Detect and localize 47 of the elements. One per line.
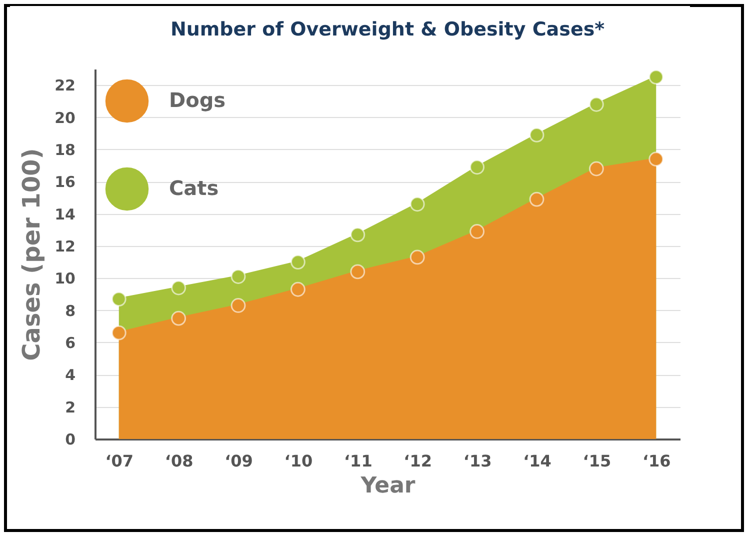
- x-tick-label: ‘15: [582, 452, 612, 470]
- y-tick-label: 16: [54, 173, 76, 192]
- point: [410, 250, 425, 265]
- y-tick-label: 18: [54, 140, 76, 159]
- x-tick-label: ‘14: [523, 452, 552, 470]
- point: [230, 298, 246, 313]
- point: [588, 161, 604, 176]
- y-tick-label: 0: [65, 430, 76, 448]
- point: [588, 96, 604, 112]
- point: [470, 224, 484, 239]
- y-tick-label: 4: [65, 366, 76, 384]
- point: [111, 325, 126, 340]
- y-tick-label: 6: [65, 334, 76, 352]
- point: [111, 292, 126, 306]
- x-tick-label: ‘10: [284, 452, 313, 470]
- y-axis-title: Cases (per 100): [18, 148, 46, 361]
- point: [529, 128, 544, 142]
- chart-title: Number of Overweight & Obesity Cases*: [170, 18, 605, 40]
- y-tick-label: 22: [54, 76, 76, 95]
- point: [230, 269, 246, 284]
- x-axis-title: Year: [360, 474, 416, 498]
- y-tick-label: 12: [54, 237, 76, 256]
- y-tick-label: 8: [65, 302, 76, 320]
- point: [171, 310, 186, 326]
- y-tick-label: 20: [54, 108, 76, 127]
- legend-label: Cats: [169, 176, 219, 200]
- point: [350, 227, 366, 242]
- y-tick-label: 2: [65, 398, 76, 416]
- x-tick-label: ‘11: [344, 452, 372, 470]
- point: [470, 160, 484, 175]
- x-tick-label: ‘09: [224, 452, 253, 470]
- legend-label: Dogs: [169, 88, 226, 112]
- point: [648, 70, 664, 84]
- point: [290, 282, 306, 297]
- x-tick-label: ‘08: [164, 452, 194, 470]
- y-tick-label: 14: [54, 205, 76, 224]
- x-tick-label: ‘12: [404, 452, 432, 470]
- x-tick-label: ‘13: [463, 452, 492, 470]
- x-tick-label: ‘16: [642, 452, 671, 470]
- point: [648, 152, 664, 167]
- point: [529, 192, 544, 207]
- point: [410, 196, 425, 212]
- point: [171, 280, 186, 296]
- point: [350, 264, 366, 280]
- y-tick-label: 10: [54, 270, 76, 288]
- x-tick-label: ‘07: [105, 452, 134, 470]
- point: [290, 254, 306, 270]
